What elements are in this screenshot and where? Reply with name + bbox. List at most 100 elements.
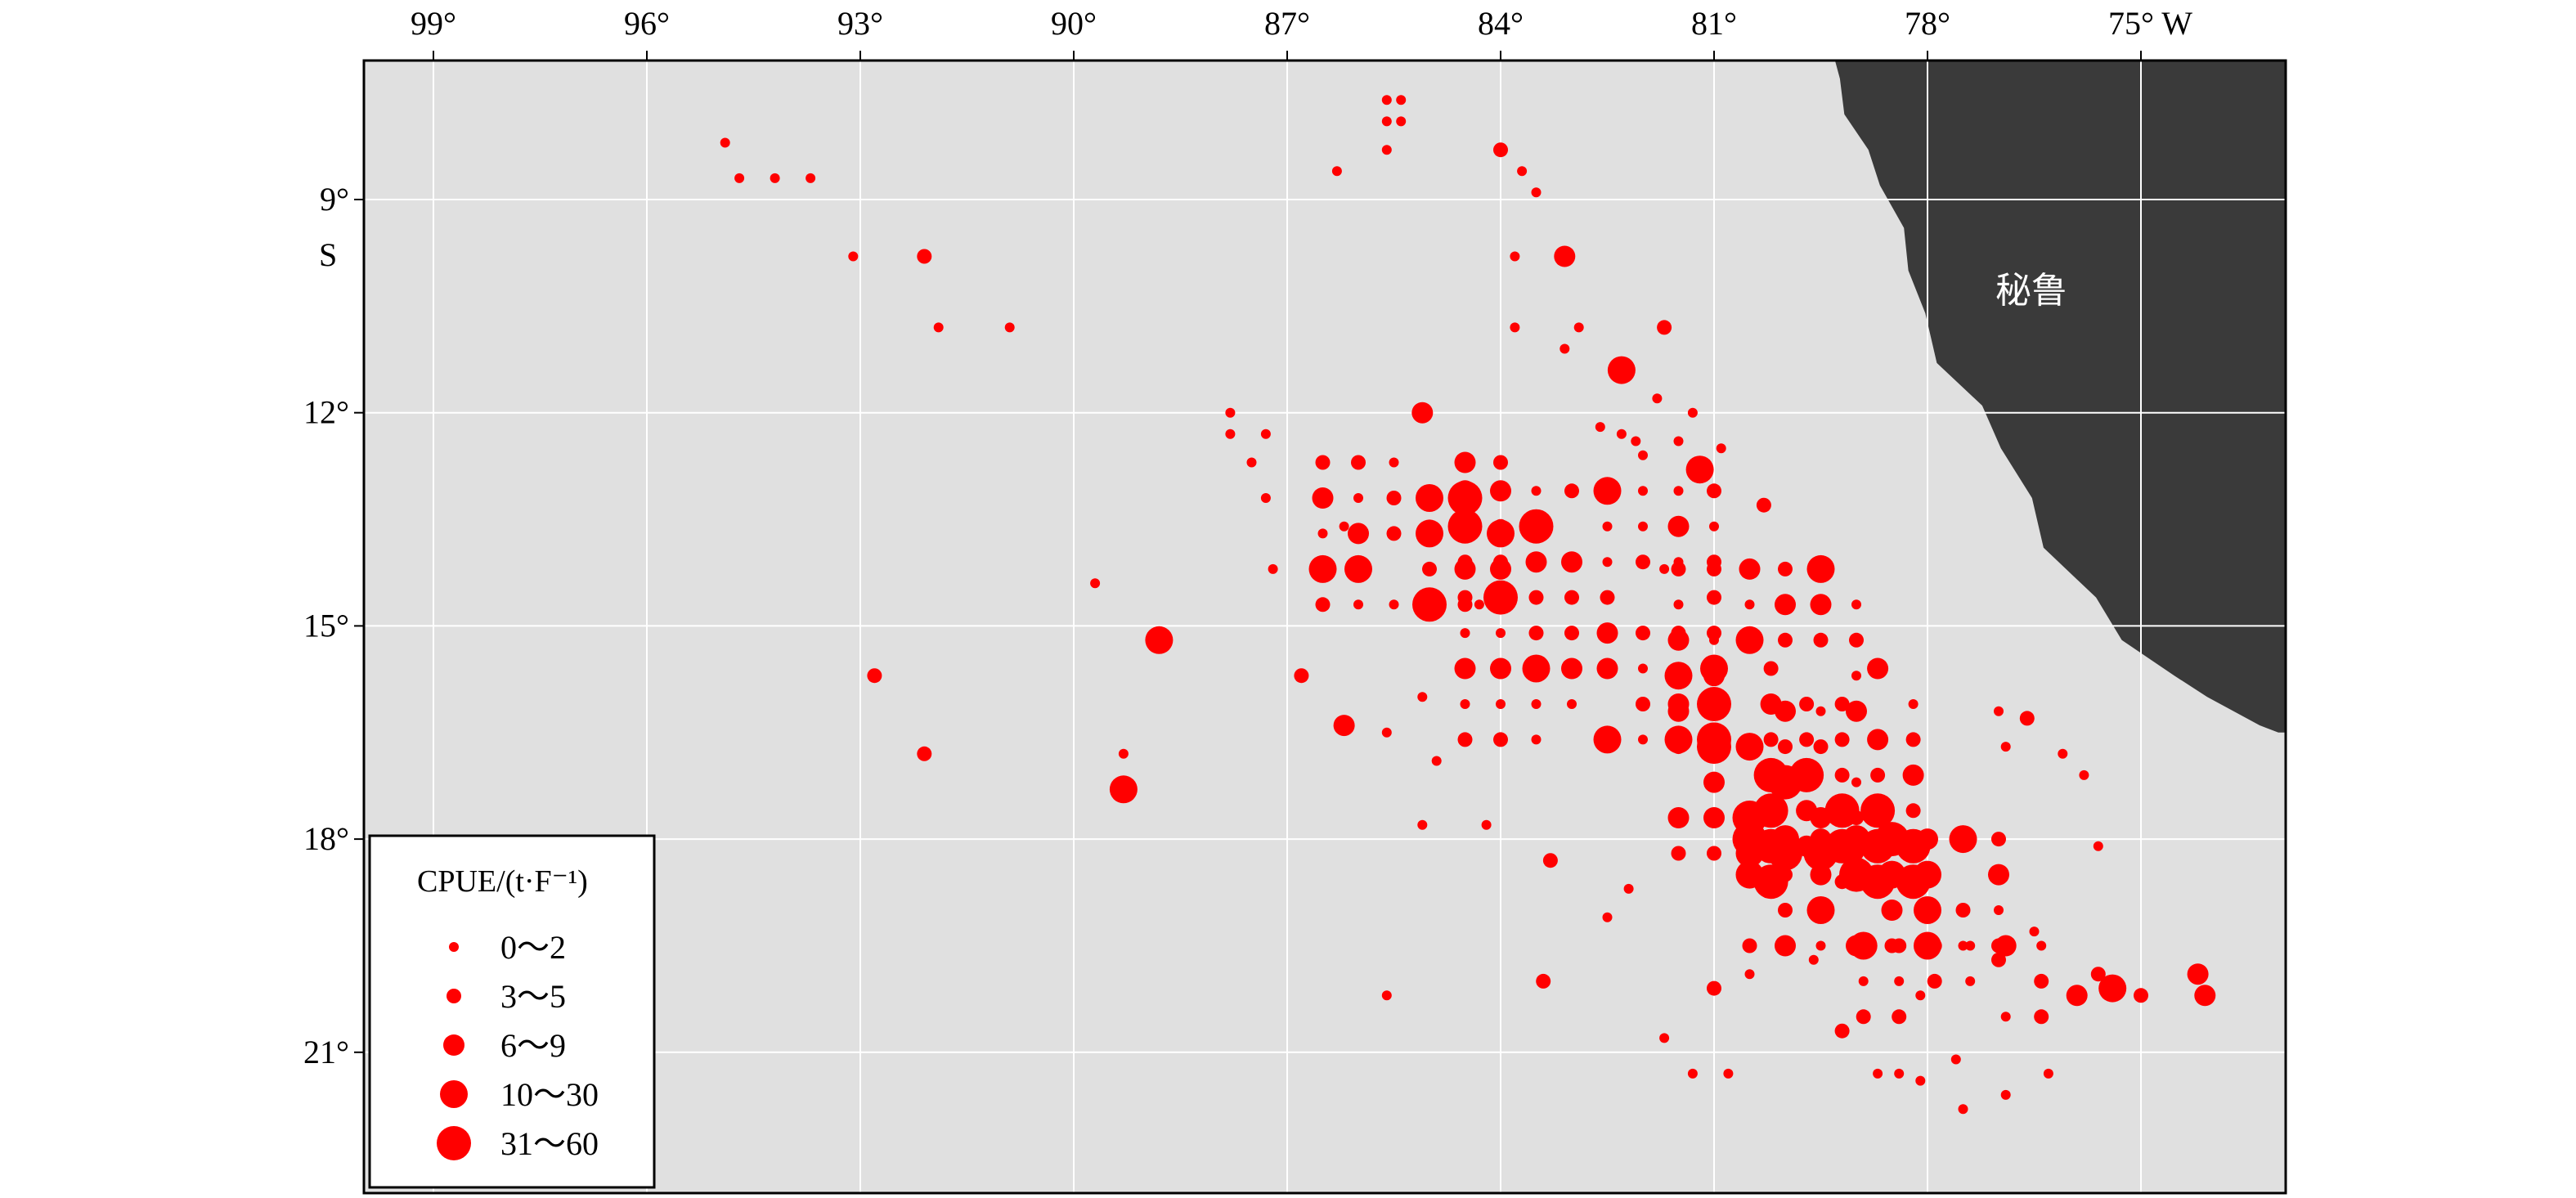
cpue-dot	[1528, 626, 1544, 641]
cpue-dot	[1744, 969, 1755, 980]
cpue-dot	[1564, 483, 1579, 499]
cpue-dot	[1431, 756, 1442, 766]
cpue-dot	[1778, 739, 1793, 755]
cpue-dot	[1914, 860, 1941, 889]
cpue-dot	[734, 173, 745, 183]
cpue-dot	[1602, 521, 1613, 532]
longitude-ticks: 99° 96° 93° 90° 87° 84° 81° 78° 75° W	[411, 5, 2192, 61]
cpue-dot	[1763, 661, 1779, 676]
cpue-dot	[1707, 590, 1721, 605]
cpue-dot	[1490, 657, 1511, 680]
cpue-dot	[1560, 343, 1570, 354]
cpue-dot	[1623, 883, 1634, 894]
cpue-dot	[1493, 732, 1508, 747]
cpue-dot	[1312, 487, 1334, 509]
cpue-dot	[1528, 590, 1544, 605]
cpue-dot	[1707, 483, 1721, 499]
cpue-dot	[848, 251, 859, 262]
latitude-tick-label: 9°	[320, 181, 349, 218]
cpue-dot	[2036, 940, 2047, 951]
cpue-dot	[1416, 519, 1443, 548]
cpue-dot	[2019, 711, 2035, 726]
cpue-dot	[1561, 657, 1582, 680]
cpue-dot	[1878, 860, 1906, 889]
cpue-dot	[1657, 320, 1672, 335]
cpue-dot	[1457, 590, 1473, 605]
longitude-tick-label: 93°	[837, 5, 883, 42]
cpue-dot	[1496, 628, 1506, 639]
cpue-dot	[1775, 594, 1796, 616]
cpue-dot	[1593, 725, 1622, 754]
cpue-dot	[1493, 142, 1508, 158]
longitude-tick-label: 87°	[1264, 5, 1310, 42]
cpue-dot	[1496, 699, 1506, 709]
cpue-dot	[2066, 985, 2088, 1007]
cpue-dot	[1260, 493, 1271, 503]
cpue-dot	[1638, 450, 1648, 460]
longitude-tick-label: 99°	[411, 5, 456, 42]
cpue-dot	[1531, 734, 1542, 745]
cpue-dot	[1914, 896, 1941, 924]
cpue-dot	[1145, 626, 1174, 654]
cpue-dot	[1965, 976, 1976, 986]
cpue-dot	[1735, 626, 1764, 654]
cpue-dot	[1806, 896, 1835, 924]
cpue-dot	[1573, 322, 1584, 333]
cpue-dot	[1381, 145, 1392, 155]
cpue-dot	[1716, 443, 1726, 454]
cpue-dot	[1927, 973, 1942, 989]
cpue-dot	[1595, 422, 1605, 433]
cpue-dot	[1905, 732, 1921, 747]
cpue-dot	[1333, 715, 1355, 737]
cpue-dot	[1602, 557, 1613, 568]
longitude-tick-label: 75° W	[2108, 5, 2192, 42]
cpue-dot	[1905, 803, 1921, 819]
cpue-dot	[1636, 626, 1650, 641]
cpue-dot	[2034, 973, 2049, 989]
cpue-dot	[1796, 800, 1818, 822]
cpue-dot	[2134, 988, 2148, 1003]
cpue-dot	[1422, 561, 1437, 577]
cpue-dot	[1353, 599, 1363, 610]
cpue-dot	[770, 173, 780, 183]
longitude-tick-label: 78°	[1905, 5, 1950, 42]
cpue-dot	[1846, 700, 1867, 722]
cpue-dot	[1638, 734, 1648, 745]
cpue-dot	[1894, 976, 1905, 986]
cpue-dot	[1810, 864, 1832, 886]
cpue-dot	[1417, 692, 1428, 702]
cpue-dot	[1799, 697, 1815, 711]
cpue-dot	[933, 322, 944, 333]
latitude-tick-label: 21°	[303, 1034, 349, 1070]
cpue-dot	[1331, 166, 1342, 177]
cpue-dot	[1636, 697, 1650, 711]
cpue-dot	[1703, 807, 1725, 828]
cpue-dot	[1815, 940, 1826, 951]
cpue-dot	[1396, 95, 1407, 105]
cpue-dot	[1735, 860, 1764, 889]
cpue-dot	[1317, 528, 1328, 539]
cpue-dot	[1517, 166, 1528, 177]
legend-box	[368, 834, 656, 1189]
legend-symbol	[440, 1080, 468, 1108]
cpue-dot	[1474, 599, 1484, 610]
legend-label: 6～9	[500, 1027, 566, 1064]
cpue-dot	[1602, 592, 1613, 603]
map-frame	[362, 59, 2287, 1195]
cpue-dot	[1739, 558, 1761, 580]
cpue-dot	[1799, 732, 1815, 747]
cpue-dot	[1892, 938, 1907, 953]
cpue-dot	[2058, 748, 2068, 759]
cpue-dot	[1447, 509, 1483, 544]
cpue-dot	[1753, 793, 1788, 828]
cpue-dot	[1454, 480, 1476, 502]
cpue-dot	[1687, 1068, 1698, 1079]
cpue-dot	[2194, 985, 2216, 1007]
cpue-dot	[1995, 935, 2017, 957]
latitude-tick-label: 15°	[303, 607, 349, 644]
cpue-dot	[1834, 1023, 1850, 1039]
cpue-dot	[1834, 767, 1850, 783]
cpue-dot	[1294, 668, 1309, 684]
cpue-dot	[1991, 832, 2006, 847]
